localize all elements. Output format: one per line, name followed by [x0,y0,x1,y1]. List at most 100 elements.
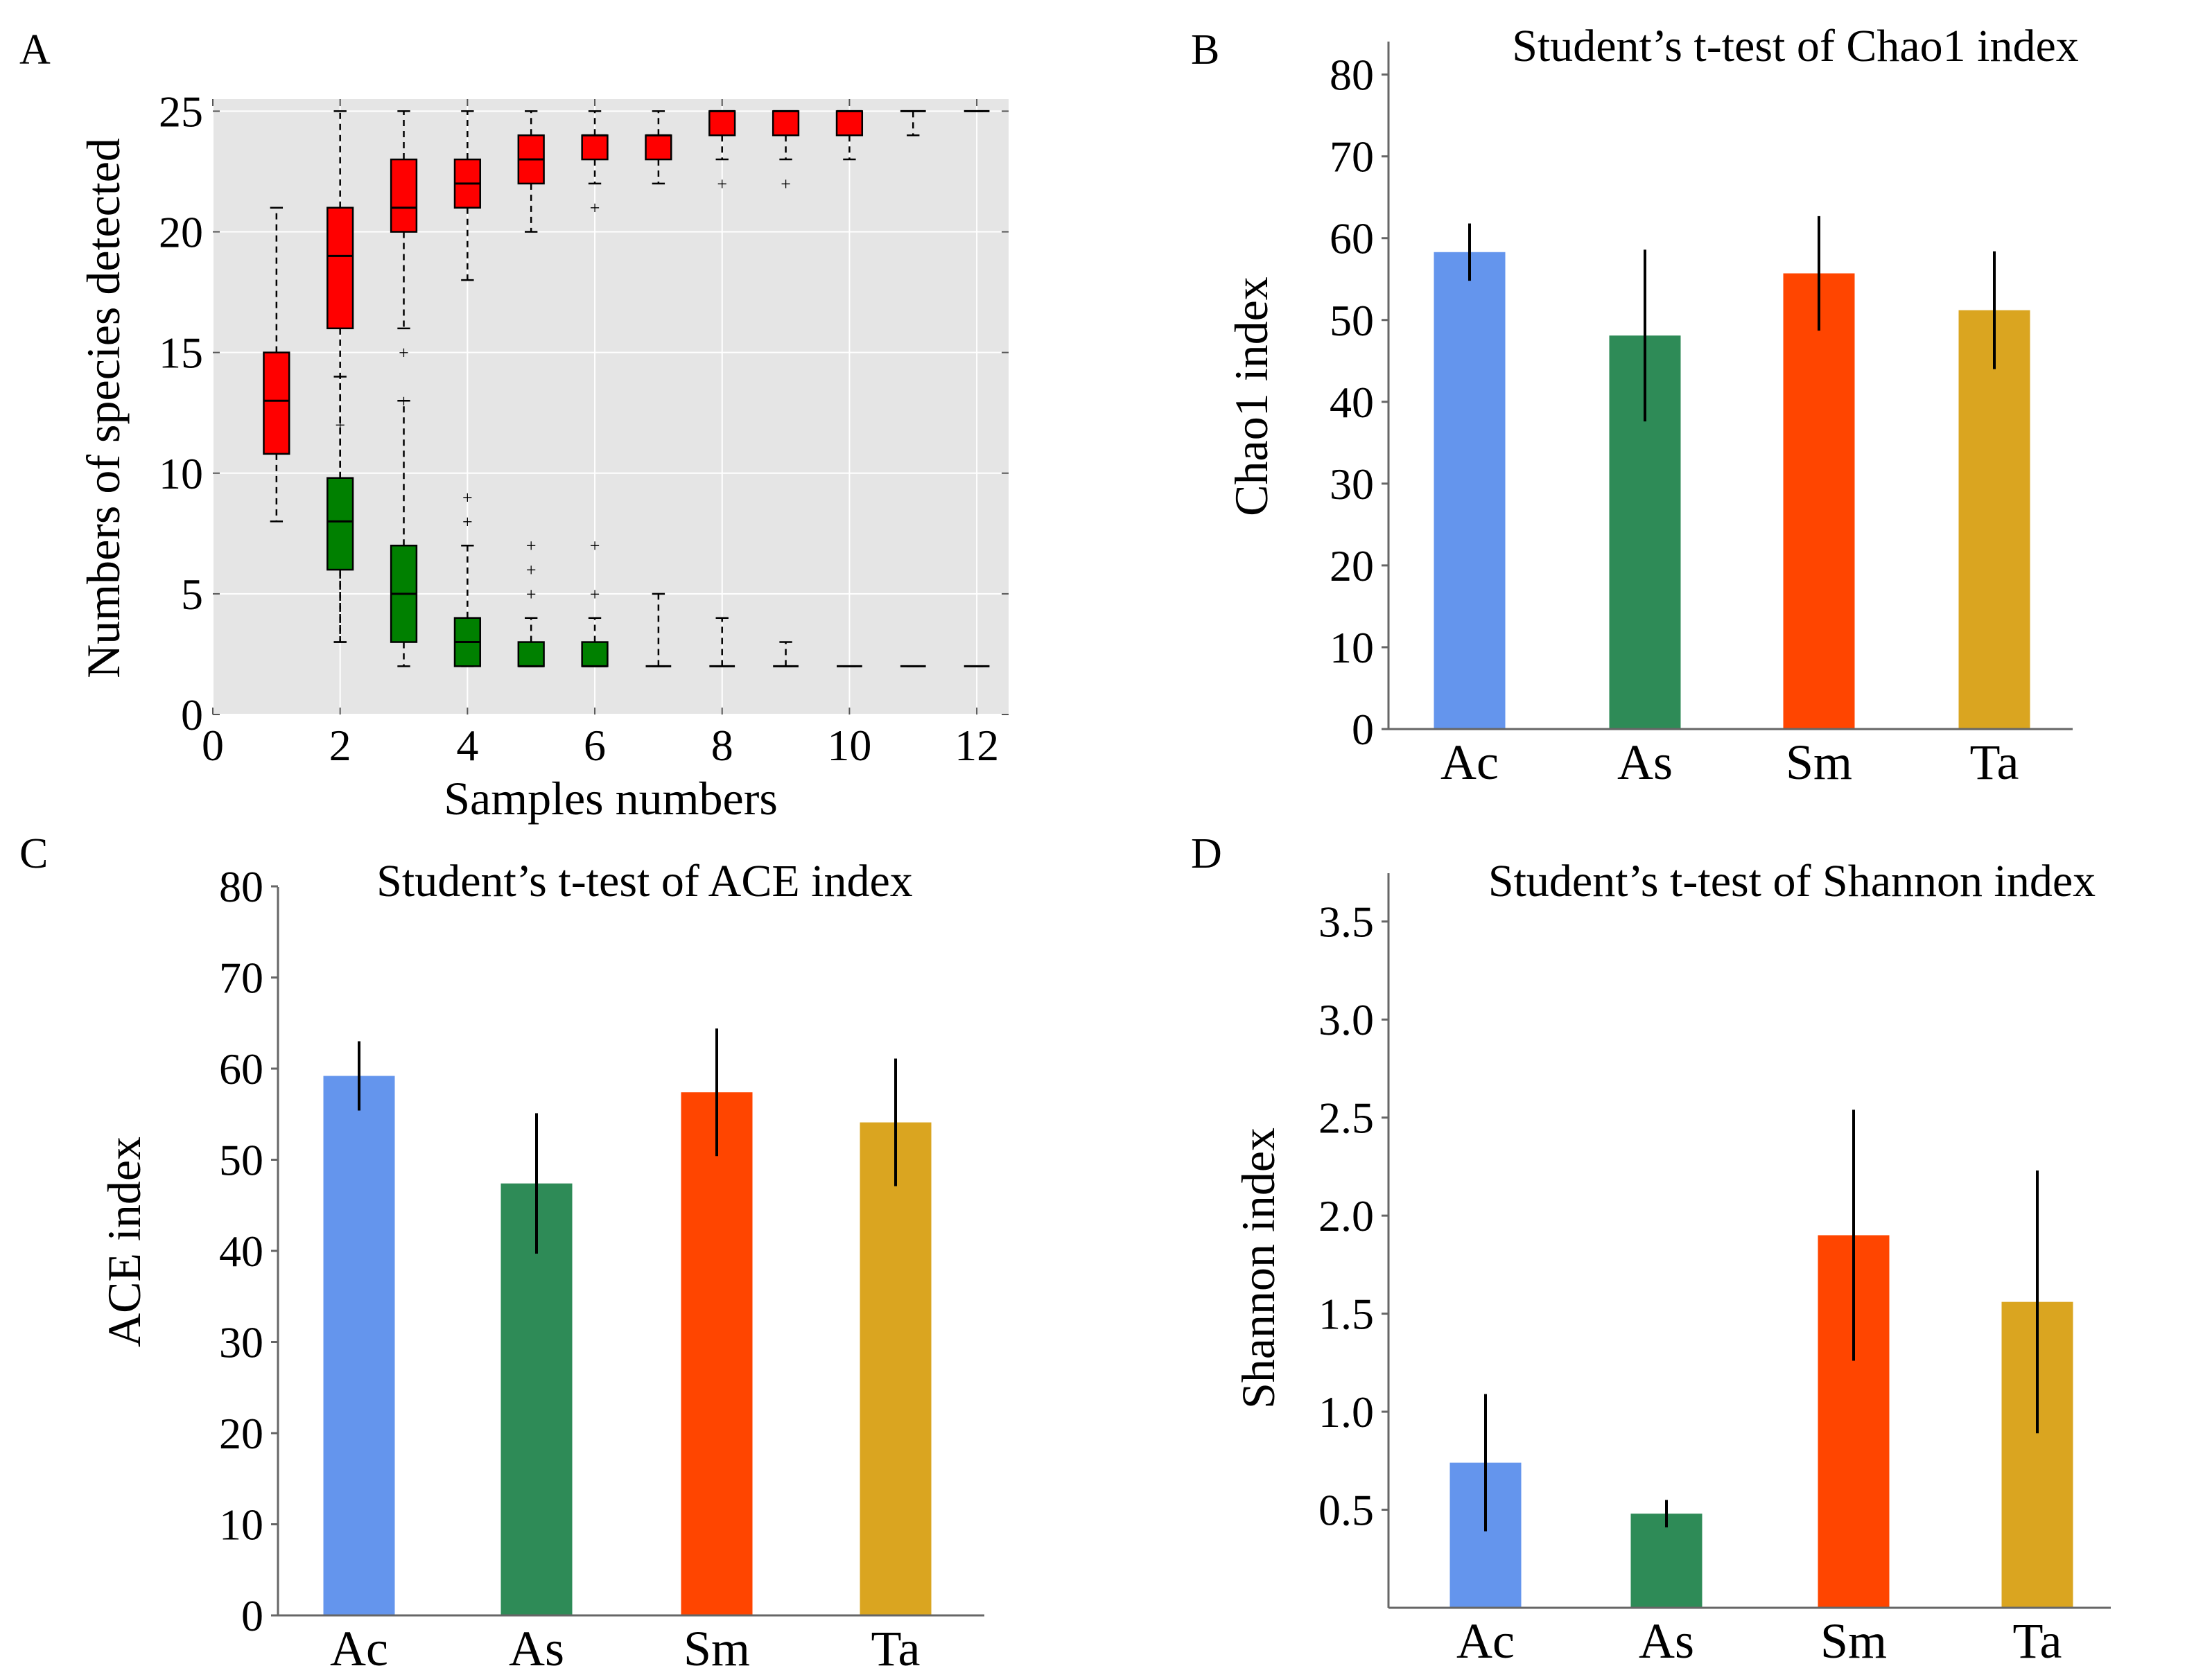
panel-d-y-tick-label: 1.5 [1318,1290,1374,1339]
panel-d: D Student’s t-test of Shannon index Shan… [1191,830,2111,1669]
panel-d-y-tick-label: 3.5 [1318,897,1374,947]
panel-c-bar-sm [681,1092,753,1615]
panel-a-x-tick-label: 6 [584,721,606,770]
panel-b-y-axis-label: Chao1 index [1225,277,1278,516]
panel-a-flier-undetected: + [526,536,537,556]
panel-c-y-tick-label: 50 [219,1136,263,1185]
panel-b-bar-ta [1958,310,2030,730]
panel-a-x-tick-label: 0 [202,721,224,770]
panel-d-y-tick-label: 1.0 [1318,1387,1374,1437]
panel-a-box-detected [390,158,418,233]
panel-b-category-label: As [1617,735,1673,790]
panel-a-x-tick-label: 12 [955,721,999,770]
panel-b-category-label: Sm [1786,735,1852,790]
panel-c-y-tick-label: 20 [219,1409,263,1458]
panel-c-category-labels: Ac As Sm Ta [330,1621,920,1675]
panel-letter-b: B [1191,26,1219,73]
panel-c-y-ticks: 0 10 20 30 40 50 60 70 80 [219,862,278,1640]
panel-a-y-ticks: 0 5 10 15 20 25 [159,87,1009,739]
panel-b-y-tick-label: 10 [1330,623,1374,672]
panel-a-x-tick-label: 2 [329,721,351,770]
panel-c-y-tick-label: 0 [241,1591,263,1640]
panel-a-flier-detected: + [590,198,600,218]
panel-b-category-label: Ac [1440,735,1499,790]
panel-d-category-label: Ac [1456,1613,1515,1669]
panel-b: B Student’s t-test of Chao1 index Chao1 … [1191,21,2079,790]
panel-c-bars [323,1028,932,1615]
panel-d-category-labels: Ac As Sm Ta [1456,1613,2062,1669]
panel-d-y-tick-label: 0.5 [1318,1486,1374,1535]
panel-d-category-label: Sm [1820,1613,1887,1669]
panel-b-title: Student’s t-test of Chao1 index [1512,21,2079,71]
panel-b-bar-ac [1434,252,1506,729]
panel-b-y-tick-label: 80 [1330,51,1374,100]
panel-d-y-ticks: 0.5 1.0 1.5 2.0 2.5 3.0 3.5 [1318,897,1388,1535]
panel-c-y-tick-label: 40 [219,1227,263,1276]
panel-c-category-label: Ac [330,1621,388,1675]
panel-a-x-tick-label: 10 [827,721,871,770]
panel-c-y-tick-label: 30 [219,1318,263,1367]
panel-d-y-axis-label: Shannon index [1232,1128,1284,1409]
panel-d-title: Student’s t-test of Shannon index [1488,856,2096,906]
panel-a-box-detected [645,134,672,161]
panel-a-flier-undetected: + [526,560,537,580]
panel-b-category-label: Ta [1970,735,2019,790]
panel-b-y-tick-label: 60 [1330,214,1374,263]
panel-b-y-tick-label: 20 [1330,541,1374,590]
panel-b-y-tick-label: 30 [1330,459,1374,509]
panel-a-y-tick-label: 20 [159,208,203,257]
panel-a-flier-detected: + [399,343,409,363]
panel-c-y-tick-label: 80 [219,862,263,911]
panel-a-y-axis-label: Numbers of species detected [77,138,130,678]
panel-a-x-tick-label: 4 [456,721,478,770]
panel-d-bar-as [1630,1514,1702,1608]
panel-a-y-tick-label: 10 [159,449,203,498]
panel-a-x-axis-label: Samples numbers [444,772,778,825]
panel-a-y-tick-label: 25 [159,87,203,136]
panel-a-flier-detected: + [781,174,791,194]
panel-a-box-detected [326,207,354,330]
panel-a-x-tick-label: 8 [711,721,733,770]
panel-a-box-detected [263,351,290,455]
panel-a-flier-undetected: + [526,584,537,604]
panel-a-y-tick-label: 0 [181,690,203,739]
panel-a-box-detected [772,110,800,137]
panel-letter-d: D [1191,830,1222,877]
panel-b-y-tick-label: 70 [1330,132,1374,182]
panel-c-y-axis-label: ACE index [98,1137,150,1347]
panel-b-y-tick-label: 40 [1330,378,1374,427]
panel-d-category-label: Ta [2013,1613,2062,1669]
panel-c-category-label: Ta [871,1621,921,1675]
panel-a-y-tick-label: 5 [181,570,203,619]
panel-d-y-tick-label: 2.5 [1318,1094,1374,1143]
panel-b-bar-sm [1783,273,1855,730]
panel-c: C Student’s t-test of ACE index ACE inde… [19,830,984,1675]
panel-a-y-tick-label: 15 [159,328,203,378]
panel-a-boxes: ++++ +++++++++ [263,109,990,667]
panel-a-flier-undetected: + [462,488,473,508]
panel-c-y-tick-label: 70 [219,954,263,1003]
panel-b-y-tick-label: 50 [1330,296,1374,345]
panel-c-bar-ta [860,1122,932,1615]
panel-a-flier-undetected: + [335,415,345,435]
panel-a-box-detected [835,110,864,137]
panel-letter-c: C [19,830,48,877]
panel-b-y-ticks: 0 10 20 30 40 50 60 70 80 [1330,51,1388,754]
panel-b-y-tick-label: 0 [1352,705,1374,754]
panel-a-box-detected [581,134,609,161]
panel-a-flier-undetected: + [590,536,600,556]
panel-c-y-tick-label: 60 [219,1044,263,1094]
panel-c-bar-ac [323,1076,395,1615]
panel-a-flier-undetected: + [590,584,600,604]
panel-c-category-label: Sm [683,1621,750,1675]
panel-d-y-tick-label: 2.0 [1318,1191,1374,1240]
panel-c-category-label: As [509,1621,564,1675]
panel-a-plot-background [213,99,1009,714]
panel-c-title: Student’s t-test of ACE index [376,856,913,906]
panel-c-bar-as [500,1183,573,1615]
panel-d-bars [1449,1110,2073,1608]
panel-a-flier-detected: + [717,174,727,194]
panel-a-x-ticks: 0 2 4 6 8 10 12 [202,99,999,770]
